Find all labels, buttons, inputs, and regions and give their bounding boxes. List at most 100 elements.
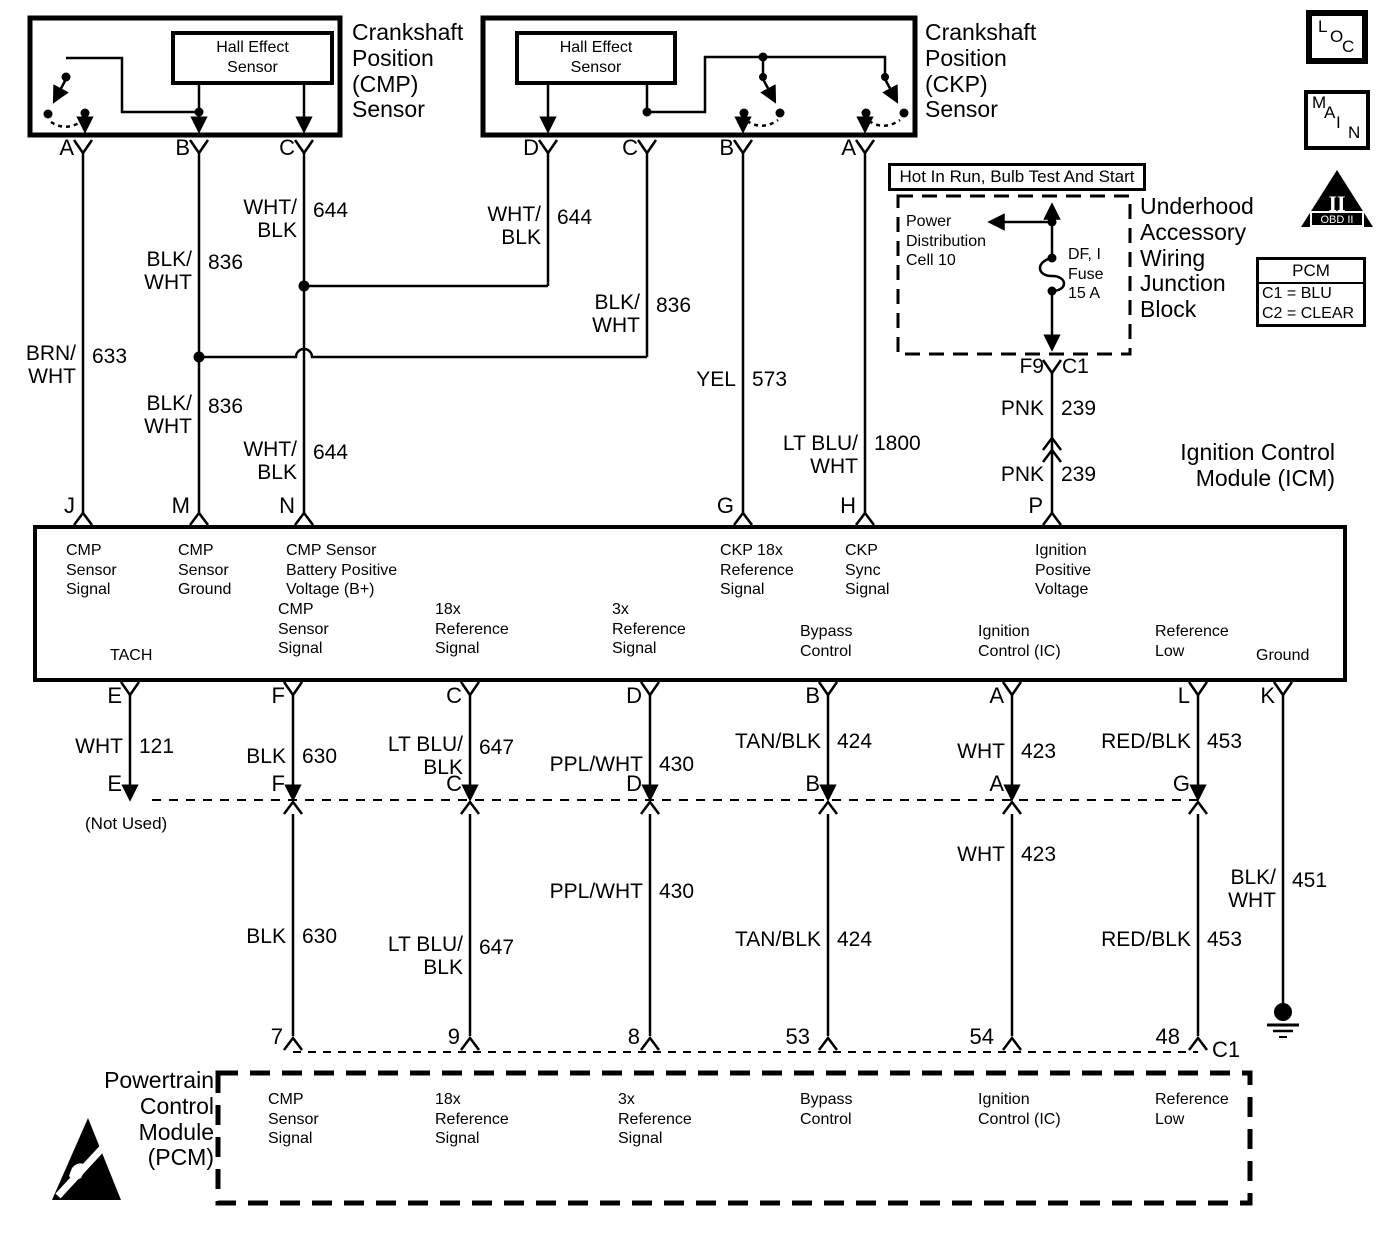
- cmp-pin-c: C: [279, 135, 295, 160]
- ckp-pin-c: C: [622, 135, 638, 160]
- icm-pin-j: J: [64, 493, 75, 518]
- icm-pin-p: P: [1028, 493, 1043, 518]
- main-badge-box: [1304, 90, 1370, 150]
- hot-in-run-banner: Hot In Run, Bulb Test And Start: [888, 163, 1146, 191]
- icm-label-cmp-ground: CMP Sensor Ground: [178, 542, 232, 599]
- splice-dot-644: [298, 280, 310, 292]
- icm-pin-n: N: [279, 493, 295, 518]
- ckp-hall-label: Hall Effect Sensor: [559, 39, 633, 76]
- wire-circuit: 430: [659, 880, 695, 903]
- pcm-connector-legend: PCM C1 = BLU C2 = CLEAR: [1256, 257, 1366, 327]
- icm-label-cmp-batt: CMP Sensor Battery Positive Voltage (B+): [286, 542, 398, 599]
- cmp-sensor-title: Crankshaft Position (CMP) Sensor: [352, 19, 464, 123]
- conn-letter-a: A: [989, 771, 1004, 796]
- wire-color: BLK/ WHT: [592, 291, 640, 338]
- pcm-label-18x: 18x Reference Signal: [435, 1091, 509, 1148]
- wire-color: WHT/ BLK: [487, 203, 541, 250]
- wire-circuit: 644: [557, 206, 593, 229]
- ckp-pin-a: A: [841, 135, 856, 160]
- icm-label-ckp18x: CKP 18x Reference Signal: [720, 542, 794, 599]
- wire-color: BLK: [246, 745, 286, 768]
- pcm-legend-title: PCM: [1259, 260, 1363, 284]
- wire-circuit: 424: [837, 928, 873, 951]
- icm-box: [33, 525, 1347, 682]
- pcm-title: Powertrain Control Module (PCM): [104, 1067, 214, 1171]
- conn-letter-f: F: [271, 771, 285, 796]
- ckp-pin-b: B: [719, 135, 734, 160]
- cmp-sensor-box: [27, 15, 343, 138]
- cmp-switch-arc: [50, 119, 83, 128]
- obd2-badge: II OBD II: [1301, 170, 1373, 227]
- wire-color: WHT/ BLK: [243, 438, 297, 485]
- icm-pin-h: H: [840, 493, 856, 518]
- wire-circuit: 647: [479, 936, 515, 959]
- wire-color: LT BLU/ BLK: [387, 733, 463, 780]
- wire-color: RED/BLK: [1101, 928, 1191, 951]
- icm-pin-a: A: [989, 683, 1004, 708]
- wire-circuit: 836: [208, 395, 244, 418]
- obd2-label: OBD II: [1320, 214, 1353, 226]
- icm-pin-k: K: [1260, 683, 1275, 708]
- wire-color: BRN/ WHT: [25, 342, 76, 389]
- wire-circuit: 423: [1021, 843, 1057, 866]
- obd2-numeral: II: [1328, 191, 1345, 216]
- wire-circuit: 630: [302, 745, 338, 768]
- junction-block-title: Underhood Accessory Wiring Junction Bloc…: [1140, 193, 1254, 322]
- ckp-hall-box: [515, 31, 677, 85]
- icm-label-3x: 3x Reference Signal: [612, 601, 686, 658]
- ckp-sensor-box: [480, 15, 918, 138]
- pcm-pin-9: 9: [447, 1024, 460, 1049]
- wire-color: WHT/ BLK: [243, 196, 297, 243]
- pcm-box: [215, 1070, 1253, 1206]
- conn-letter-e: E: [107, 771, 122, 796]
- fuse-label: DF, I Fuse 15 A: [1068, 246, 1104, 303]
- icm-pin-e: E: [107, 683, 122, 708]
- wire-color: RED/BLK: [1101, 730, 1191, 753]
- wire-color: PNK: [1000, 463, 1044, 486]
- cmp-switch-arm: [52, 78, 69, 104]
- pcm-pin-54: 54: [969, 1024, 994, 1049]
- pcm-pin-7: 7: [270, 1024, 283, 1049]
- ckp-sensor-title: Crankshaft Position (CKP) Sensor: [925, 19, 1037, 123]
- ckp-switch-arm-1: [760, 78, 777, 104]
- wire-color: BLK/ WHT: [1228, 866, 1276, 913]
- wire-color: PNK: [1000, 397, 1044, 420]
- wire-circuit: 647: [479, 736, 515, 759]
- icm-label-ground: Ground: [1256, 647, 1310, 664]
- wire-color: WHT: [957, 843, 1005, 866]
- wire-circuit: 430: [659, 753, 695, 776]
- fuse-conn-c1: C1: [1062, 355, 1089, 378]
- wire-color: WHT: [957, 740, 1005, 763]
- icm-label-18x: 18x Reference Signal: [435, 601, 509, 658]
- icm-label-ign-pos: Ignition Positive Voltage: [1035, 542, 1092, 599]
- wire-circuit: 453: [1207, 730, 1243, 753]
- wire-color: PPL/WHT: [549, 753, 643, 776]
- wire-color: BLK/ WHT: [144, 392, 192, 439]
- wire-circuit: 423: [1021, 740, 1057, 763]
- conn-letter-b: B: [805, 771, 820, 796]
- wire-color: LT BLU/ BLK: [387, 933, 463, 980]
- conn-letter-d: D: [626, 771, 642, 796]
- wire-circuit: 239: [1061, 397, 1097, 420]
- wire-circuit: 633: [92, 345, 128, 368]
- pcm-pin-8: 8: [627, 1024, 640, 1049]
- not-used-label: (Not Used): [85, 814, 168, 833]
- icm-pin-c: C: [446, 683, 462, 708]
- wire-color: PPL/WHT: [549, 880, 643, 903]
- wire-circuit: 121: [139, 735, 175, 758]
- icm-pin-b: B: [805, 683, 820, 708]
- icm-pin-g: G: [716, 493, 734, 518]
- conn-letter-g: G: [1172, 771, 1190, 796]
- pcm-label-bypass: Bypass Control: [800, 1091, 853, 1128]
- cmp-hall-box: [171, 31, 334, 85]
- wire-circuit: 630: [302, 925, 338, 948]
- pcm-label-cmp-signal: CMP Sensor Signal: [268, 1091, 319, 1148]
- wire-circuit: 424: [837, 730, 873, 753]
- pcm-label-ign-ctrl: Ignition Control (IC): [978, 1091, 1061, 1128]
- ckp-pin-d: D: [523, 135, 539, 160]
- icm-label-ref-low: Reference Low: [1155, 623, 1229, 660]
